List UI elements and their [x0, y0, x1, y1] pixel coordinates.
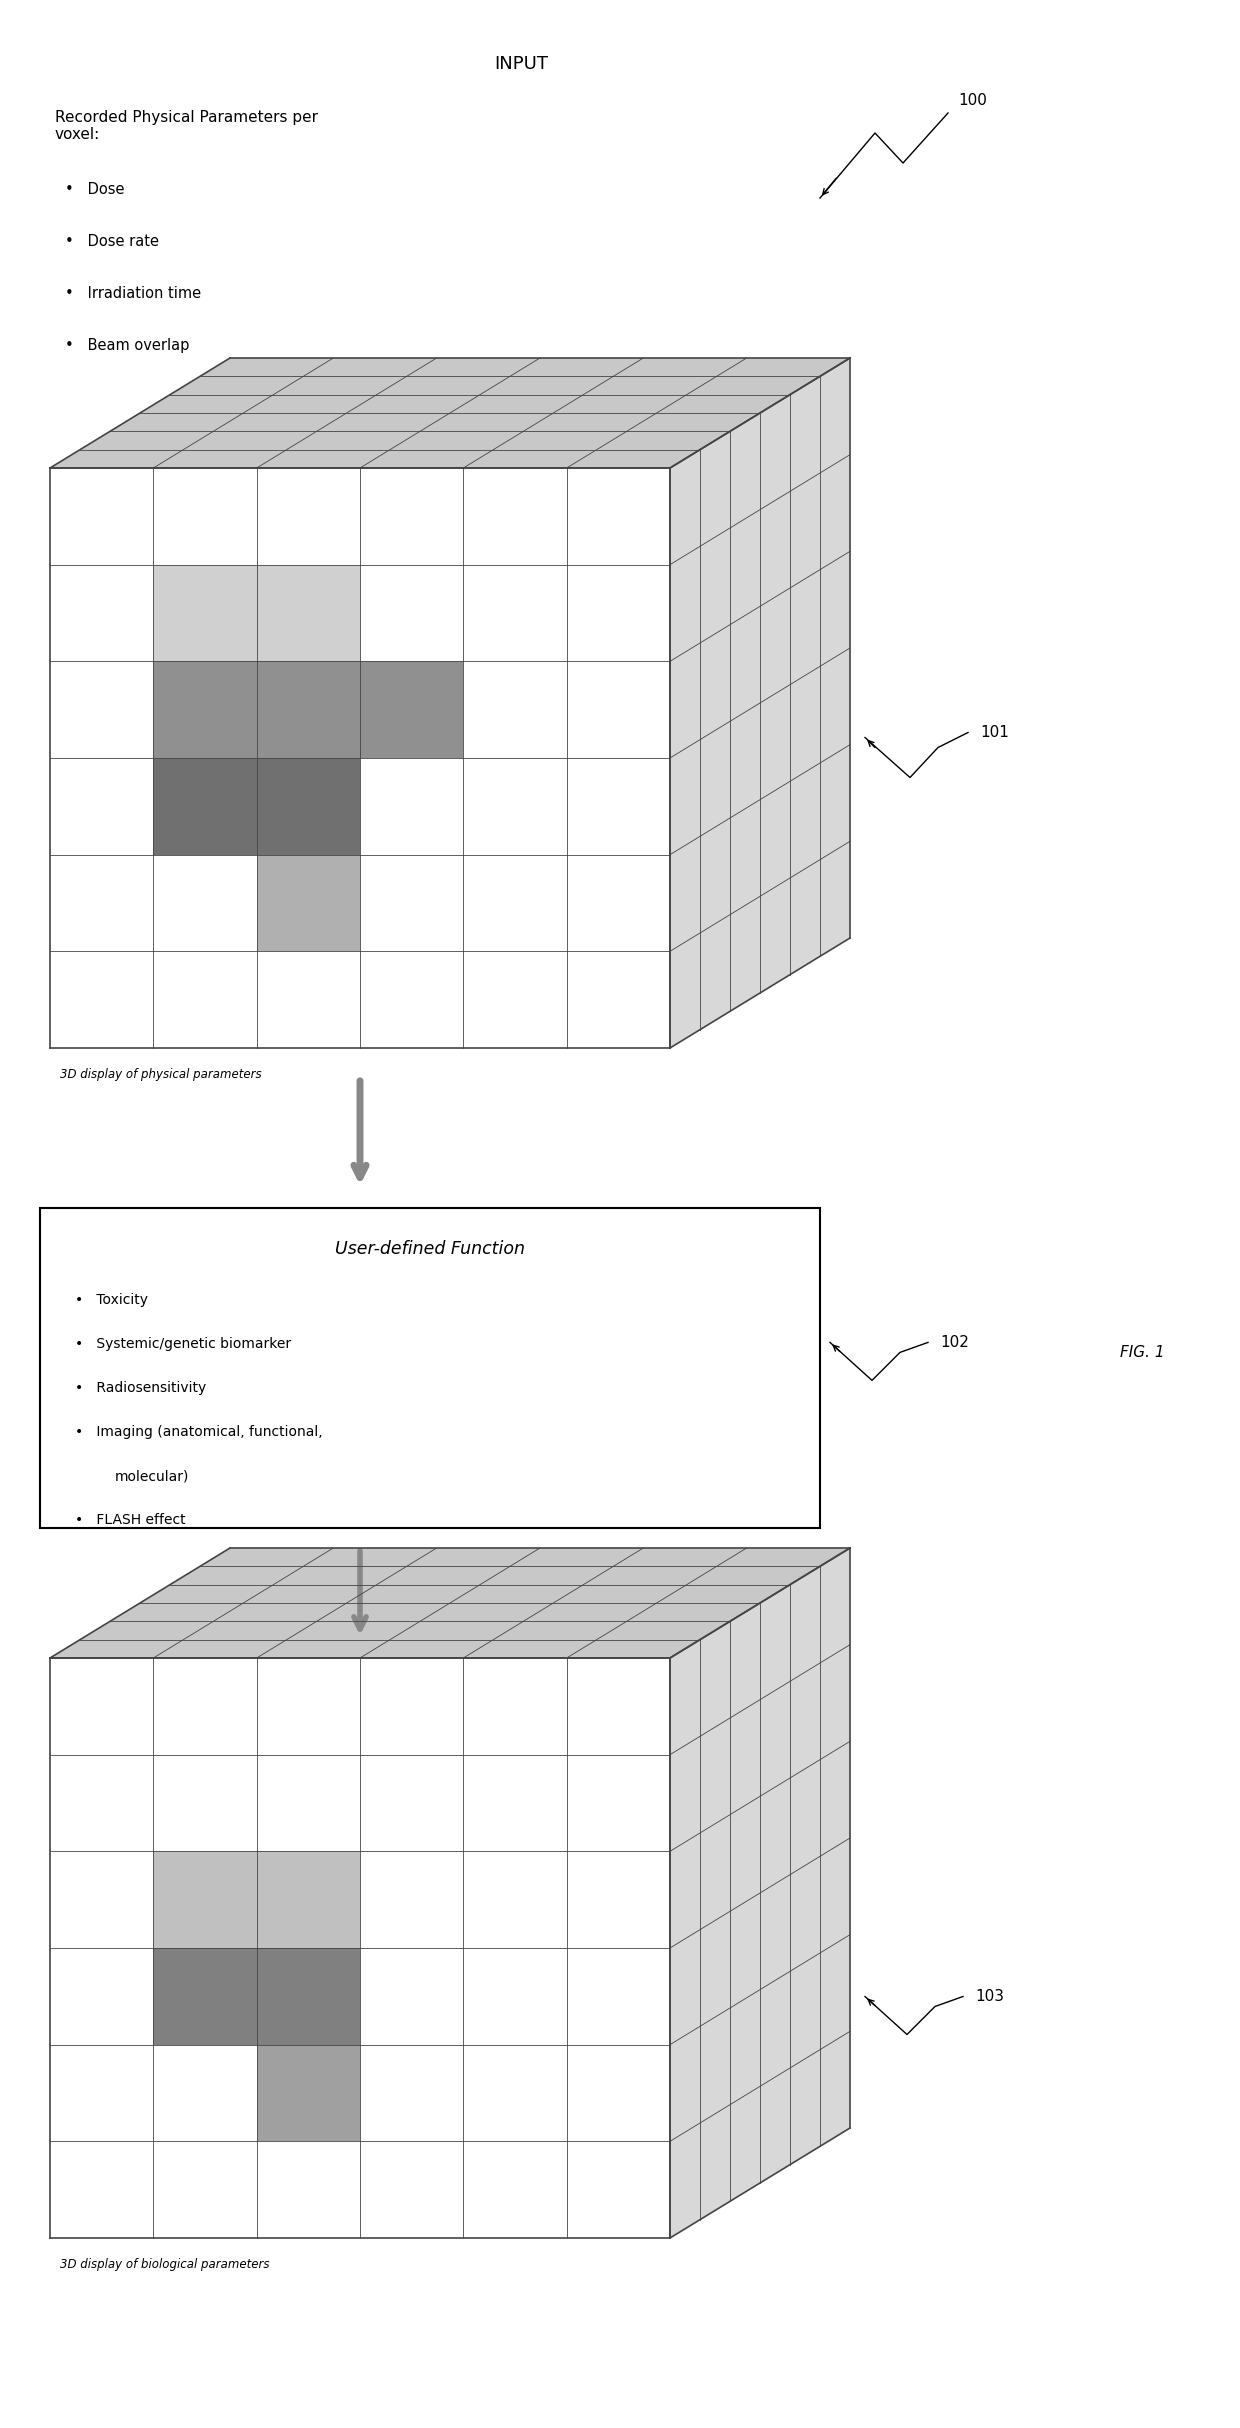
Bar [154, 566, 257, 660]
Text: •   Dose: • Dose [64, 182, 124, 197]
Text: molecular): molecular) [115, 1469, 190, 1484]
Text: •   Systemic/genetic biomarker: • Systemic/genetic biomarker [74, 1338, 291, 1350]
Text: INPUT: INPUT [494, 56, 548, 73]
Text: •   Beam overlap: • Beam overlap [64, 337, 190, 352]
Bar [257, 1947, 360, 2044]
Polygon shape [50, 1549, 849, 1658]
Text: User-defined Function: User-defined Function [335, 1241, 525, 1258]
Text: •   Radiosensitivity: • Radiosensitivity [74, 1382, 206, 1396]
Polygon shape [670, 357, 849, 1049]
Bar [257, 855, 360, 952]
Text: •   Irradiation time: • Irradiation time [64, 287, 201, 301]
Bar [257, 1850, 360, 1947]
Text: 3D display of biological parameters: 3D display of biological parameters [60, 2258, 269, 2270]
Text: 100: 100 [959, 92, 987, 107]
Bar [257, 2044, 360, 2141]
Polygon shape [50, 357, 849, 469]
Bar [257, 660, 360, 758]
Text: •   Imaging (anatomical, functional,: • Imaging (anatomical, functional, [74, 1425, 322, 1440]
Text: 3D display of physical parameters: 3D display of physical parameters [60, 1068, 262, 1080]
Text: Recorded Physical Parameters per
voxel:: Recorded Physical Parameters per voxel: [55, 109, 317, 143]
Text: 103: 103 [975, 1989, 1004, 2003]
Bar [154, 758, 257, 855]
Text: •   Dose rate: • Dose rate [64, 233, 159, 250]
Text: •   Toxicity: • Toxicity [74, 1294, 148, 1306]
Text: 101: 101 [980, 726, 1009, 741]
Bar [154, 1947, 257, 2044]
Polygon shape [50, 469, 670, 1049]
Bar [257, 566, 360, 660]
Polygon shape [50, 1658, 670, 2239]
Bar [40, 1209, 820, 1527]
Text: •   FLASH effect: • FLASH effect [74, 1513, 186, 1527]
Polygon shape [670, 1549, 849, 2239]
Bar [154, 660, 257, 758]
Text: FIG. 1: FIG. 1 [1120, 1345, 1164, 1360]
Bar [360, 660, 464, 758]
Text: 102: 102 [940, 1335, 968, 1350]
Bar [257, 758, 360, 855]
Bar [154, 1850, 257, 1947]
